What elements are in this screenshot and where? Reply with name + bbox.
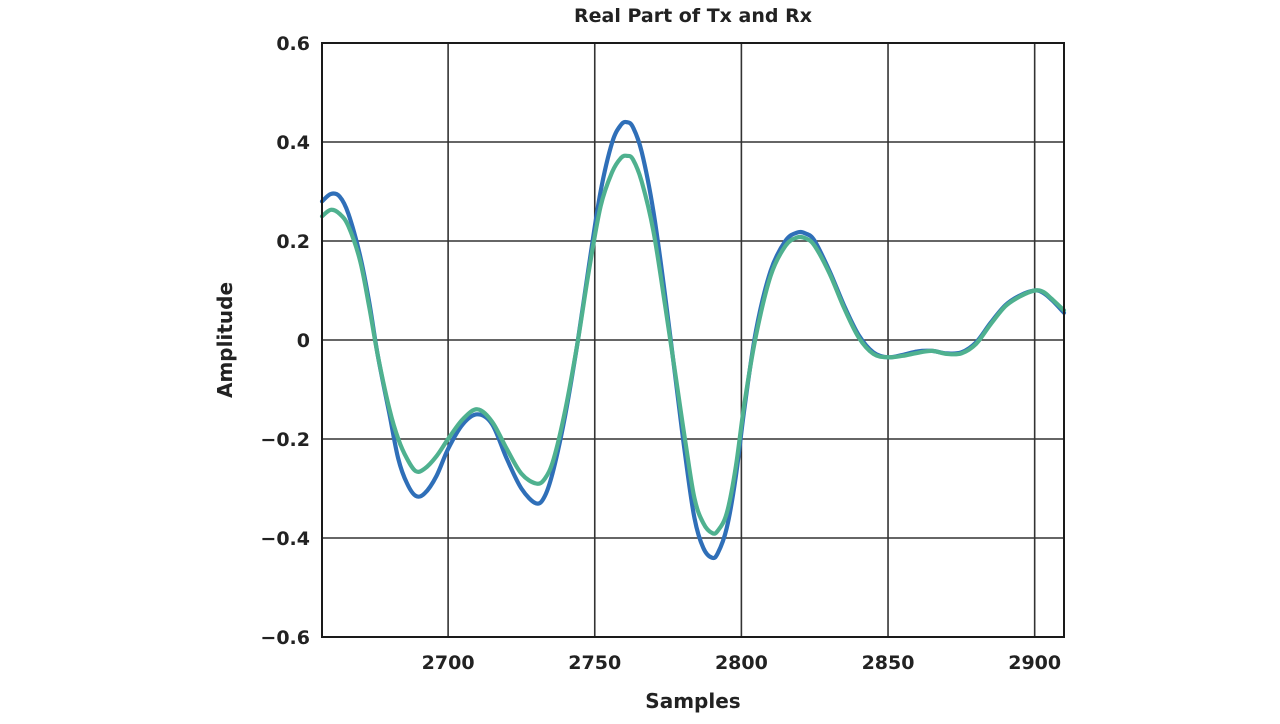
y-axis-label: Amplitude (213, 282, 237, 398)
x-axis-label: Samples (645, 689, 740, 713)
x-tick-label: 2800 (715, 652, 768, 674)
y-tick-label: 0.4 (276, 132, 310, 154)
x-tick-label: 2900 (1008, 652, 1061, 674)
y-tick-label: −0.6 (260, 627, 310, 649)
x-tick-label: 2850 (862, 652, 915, 674)
x-tick-label: 2750 (568, 652, 621, 674)
y-tick-label: 0 (297, 330, 310, 352)
y-tick-label: −0.4 (260, 528, 310, 550)
y-tick-label: 0.2 (276, 231, 310, 253)
y-tick-label: −0.2 (260, 429, 310, 451)
series-line-2 (319, 153, 1067, 536)
y-tick-label: 0.6 (276, 33, 310, 55)
plot-frame (321, 42, 1065, 638)
series-lines (319, 119, 1067, 561)
grid-lines (322, 42, 1064, 638)
chart-title: Real Part of Tx and Rx (574, 5, 812, 27)
tick-labels: 2700 2750 2800 2850 2900 0.6 0.4 0.2 0 −0.2 −0.4 −0… (260, 33, 1061, 674)
x-tick-label: 2700 (422, 652, 475, 674)
